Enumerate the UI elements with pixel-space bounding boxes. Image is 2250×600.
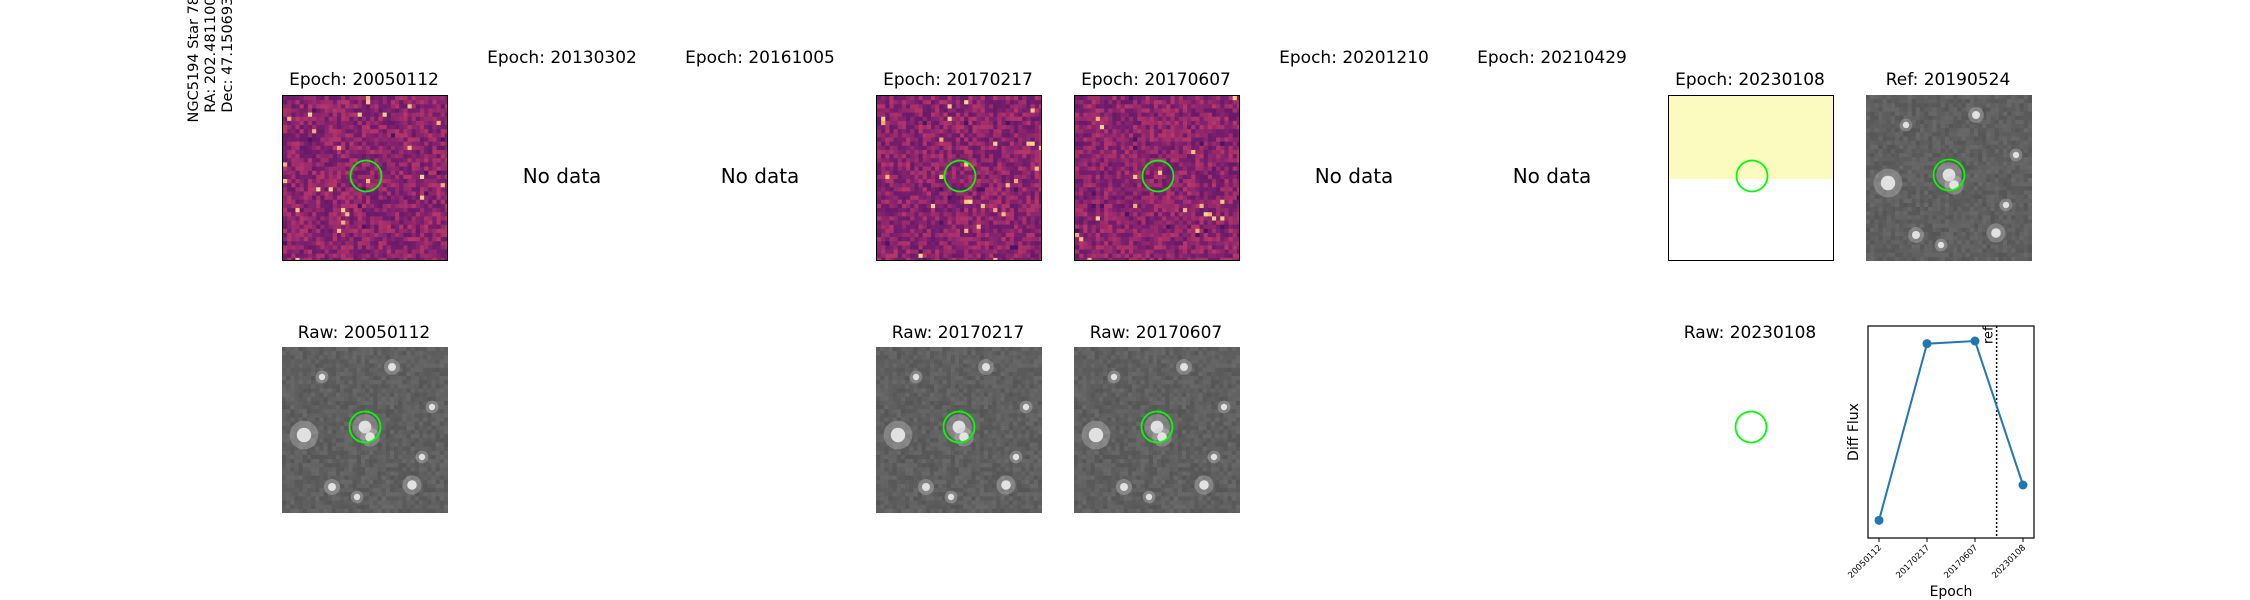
panel-title: Epoch: 20130302 bbox=[487, 48, 637, 68]
panel-title: Epoch: 20170607 bbox=[1081, 70, 1231, 90]
no-data-label: No data bbox=[1314, 164, 1394, 188]
light-curve-chart: ref 20050112 20170217 20170607 20230108 Epoch… bbox=[1846, 325, 2035, 600]
raw-image-20170217 bbox=[876, 347, 1042, 513]
diff-image-20170217 bbox=[876, 95, 1042, 261]
no-data-label: No data bbox=[522, 164, 602, 188]
raw-image-20170607 bbox=[1074, 347, 1240, 513]
data-point bbox=[1874, 515, 1884, 525]
x-axis-label: Epoch bbox=[1930, 584, 1973, 600]
panel-title: Epoch: 20230108 bbox=[1675, 70, 1825, 90]
panel-title: Raw: 20170607 bbox=[1089, 323, 1223, 343]
panel-title: Raw: 20230108 bbox=[1683, 323, 1817, 343]
data-point bbox=[2018, 480, 2028, 490]
y-axis-label: Diff Flux bbox=[1846, 403, 1862, 461]
x-tick-label: 20230108 bbox=[1990, 543, 2028, 581]
panel-title: Ref: 20190524 bbox=[1885, 70, 2011, 90]
no-data-label: No data bbox=[1512, 164, 1592, 188]
raw-image-20050112 bbox=[282, 347, 448, 513]
panel-title: Epoch: 20161005 bbox=[685, 48, 835, 68]
diff-image-20230108 bbox=[1668, 95, 1834, 261]
diff-image-20170607 bbox=[1074, 95, 1240, 261]
panel-title: Epoch: 20210429 bbox=[1477, 48, 1627, 68]
panel-title: Raw: 20050112 bbox=[297, 323, 431, 343]
x-tick-label: 20050112 bbox=[1846, 543, 1884, 581]
diff-image-20050112 bbox=[282, 95, 448, 261]
plot-frame bbox=[1867, 325, 2035, 539]
source-dec: Dec: 47.1506931 bbox=[220, 0, 236, 113]
source-label: NGC5194 Star 7882 RA: 202.4811008 Dec: 4… bbox=[186, 0, 237, 175]
data-point bbox=[1922, 339, 1932, 349]
source-ra: RA: 202.4811008 bbox=[203, 0, 219, 113]
panel-title: Raw: 20170217 bbox=[891, 323, 1025, 343]
panel-title: Epoch: 20201210 bbox=[1279, 48, 1429, 68]
raw-image-20230108 bbox=[1668, 347, 1834, 513]
source-name: NGC5194 Star 7882 bbox=[186, 0, 202, 123]
panel-title: Epoch: 20170217 bbox=[883, 70, 1033, 90]
panel-title: Epoch: 20050112 bbox=[289, 70, 439, 90]
series-line bbox=[1878, 339, 2024, 521]
data-point bbox=[1970, 336, 1980, 346]
x-tick-label: 20170607 bbox=[1942, 543, 1980, 581]
ref-label: ref bbox=[1982, 326, 1997, 344]
ref-image-20190524 bbox=[1866, 95, 2032, 261]
no-data-label: No data bbox=[720, 164, 800, 188]
x-tick-label: 20170217 bbox=[1894, 543, 1932, 581]
